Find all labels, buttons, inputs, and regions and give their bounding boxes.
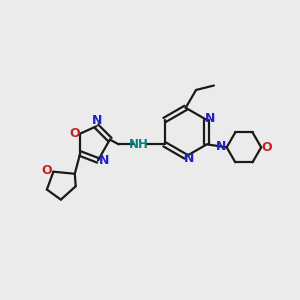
Text: N: N (205, 112, 215, 125)
Text: O: O (69, 127, 80, 140)
Text: O: O (42, 164, 52, 177)
Text: O: O (262, 141, 272, 154)
Text: N: N (216, 140, 226, 153)
Text: N: N (184, 152, 194, 164)
Text: N: N (99, 154, 109, 167)
Text: N: N (92, 114, 102, 128)
Text: NH: NH (129, 138, 148, 151)
